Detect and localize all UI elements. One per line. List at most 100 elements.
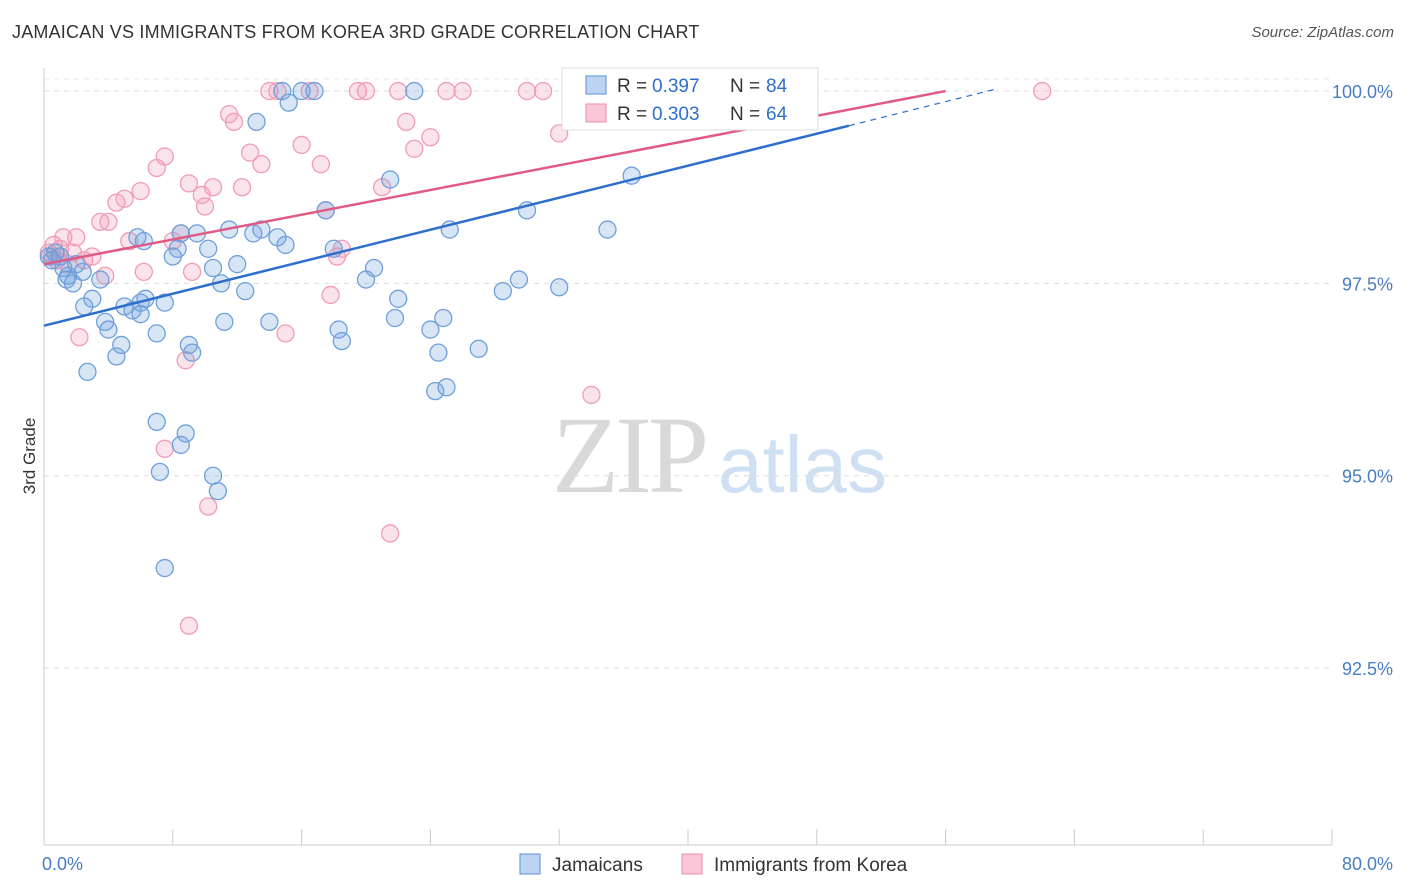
korea-point-55 bbox=[533, 81, 553, 101]
jamaican-point-67 bbox=[509, 270, 529, 289]
stats-legend: R = 0.397 N = 84 R = 0.303 N = 64 bbox=[561, 67, 819, 131]
watermark-zip: ZIP bbox=[552, 394, 705, 516]
series-legend: Jamaicans Immigrants from Korea bbox=[519, 853, 908, 876]
korea-point-8 bbox=[67, 228, 86, 247]
watermark-atlas: atlas bbox=[718, 420, 887, 509]
jamaican-point-45 bbox=[273, 81, 292, 101]
y-tick-labels: 100.0% 97.5% 95.0% 92.5% bbox=[1332, 82, 1393, 679]
jamaican-point-17 bbox=[112, 335, 131, 355]
series-legend-label-korea: Immigrants from Korea bbox=[714, 855, 908, 876]
legend-swatch-korea bbox=[585, 103, 607, 123]
y-tick-label-0: 100.0% bbox=[1332, 82, 1393, 102]
jamaican-point-52 bbox=[329, 320, 348, 339]
jamaican-point-12 bbox=[91, 270, 110, 289]
korea-point-52 bbox=[437, 81, 456, 101]
x-tick-label-min: 0.0% bbox=[42, 854, 83, 874]
jamaican-point-44 bbox=[247, 112, 266, 132]
jamaican-trend-extension bbox=[848, 88, 995, 127]
jamaican-trend-line bbox=[43, 124, 850, 327]
korea-point-37 bbox=[276, 324, 295, 343]
korea-point-32 bbox=[232, 178, 252, 197]
y-tick-label-2: 95.0% bbox=[1342, 467, 1393, 487]
jamaican-point-79 bbox=[176, 424, 195, 443]
y-axis-label: 3rd Grade bbox=[20, 418, 39, 495]
jamaican-point-8 bbox=[57, 270, 76, 289]
jamaican-point-55 bbox=[380, 170, 400, 189]
jamaican-point-70 bbox=[598, 220, 617, 239]
jamaican-point-61 bbox=[429, 343, 448, 362]
jamaican-point-48 bbox=[305, 81, 324, 101]
jamaican-point-82 bbox=[155, 558, 174, 578]
jamaican-point-14 bbox=[99, 320, 118, 339]
jamaican-point-62 bbox=[434, 308, 453, 328]
jamaican-point-51 bbox=[332, 331, 352, 351]
korea-point-19 bbox=[134, 262, 153, 282]
jamaican-point-34 bbox=[215, 312, 234, 332]
jamaican-point-59 bbox=[421, 320, 440, 339]
series-korea-points bbox=[39, 81, 1052, 635]
jamaican-point-47 bbox=[292, 81, 311, 101]
jamaican-point-24 bbox=[147, 324, 166, 343]
jamaican-point-56 bbox=[385, 308, 405, 328]
jamaican-point-15 bbox=[107, 347, 126, 366]
korea-point-33 bbox=[240, 143, 260, 162]
korea-point-59 bbox=[1033, 81, 1052, 101]
korea-point-63 bbox=[179, 616, 199, 635]
korea-point-36 bbox=[268, 81, 287, 101]
legend-r-label-1: R = bbox=[617, 76, 647, 97]
jamaican-point-16 bbox=[78, 362, 97, 382]
jamaican-point-54 bbox=[364, 258, 384, 278]
jamaican-point-77 bbox=[150, 462, 170, 482]
grid-lines bbox=[44, 78, 1332, 669]
jamaican-point-65 bbox=[469, 339, 488, 358]
jamaican-point-58 bbox=[405, 81, 424, 101]
series-legend-swatch-jamaicans bbox=[519, 853, 541, 875]
legend-r-value-2: 0.303 bbox=[652, 104, 700, 125]
korea-point-24 bbox=[179, 174, 199, 193]
korea-point-29 bbox=[203, 178, 223, 197]
korea-point-14 bbox=[99, 212, 118, 232]
jamaican-point-32 bbox=[199, 239, 218, 258]
jamaican-point-80 bbox=[203, 466, 223, 485]
x-tick-marks bbox=[43, 829, 1333, 845]
korea-point-38 bbox=[292, 135, 311, 155]
source-label: Source: ZipAtlas.com bbox=[1251, 24, 1394, 41]
korea-point-21 bbox=[155, 147, 174, 166]
korea-point-42 bbox=[321, 285, 340, 305]
korea-point-34 bbox=[252, 155, 271, 174]
y-tick-label-3: 92.5% bbox=[1342, 659, 1393, 679]
legend-swatch-jamaicans bbox=[585, 75, 607, 95]
chart-title: JAMAICAN VS IMMIGRANTS FROM KOREA 3RD GR… bbox=[12, 22, 700, 42]
watermark: ZIP atlas bbox=[552, 394, 887, 516]
jamaican-point-78 bbox=[171, 435, 191, 455]
jamaican-point-30 bbox=[182, 343, 202, 362]
legend-n-label-1: N = bbox=[730, 76, 760, 97]
korea-point-18 bbox=[131, 181, 150, 201]
korea-point-10 bbox=[70, 328, 89, 347]
jamaican-point-9 bbox=[73, 262, 92, 282]
korea-point-31 bbox=[224, 112, 244, 132]
korea-point-26 bbox=[182, 262, 202, 282]
series-jamaicans-points bbox=[39, 81, 730, 578]
korea-point-60 bbox=[155, 439, 174, 458]
x-tick-label-max: 80.0% bbox=[1342, 854, 1393, 874]
jamaican-point-46 bbox=[279, 93, 298, 112]
series-legend-swatch-korea bbox=[681, 853, 703, 875]
jamaican-point-60 bbox=[426, 381, 445, 401]
korea-point-50 bbox=[405, 139, 424, 158]
legend-n-value-2: 64 bbox=[766, 104, 788, 125]
jamaican-point-35 bbox=[203, 258, 223, 278]
jamaican-point-38 bbox=[236, 281, 255, 301]
jamaican-point-23 bbox=[128, 228, 147, 247]
korea-point-61 bbox=[199, 497, 218, 516]
korea-point-16 bbox=[115, 189, 134, 208]
y-tick-label-1: 97.5% bbox=[1342, 274, 1393, 294]
legend-r-label-2: R = bbox=[617, 104, 647, 125]
jamaican-point-25 bbox=[155, 293, 174, 312]
trend-lines bbox=[43, 88, 995, 327]
jamaican-point-43 bbox=[276, 235, 295, 255]
jamaican-point-11 bbox=[75, 297, 94, 316]
korea-point-54 bbox=[517, 81, 537, 101]
jamaican-point-41 bbox=[260, 312, 279, 332]
korea-point-53 bbox=[453, 81, 472, 101]
